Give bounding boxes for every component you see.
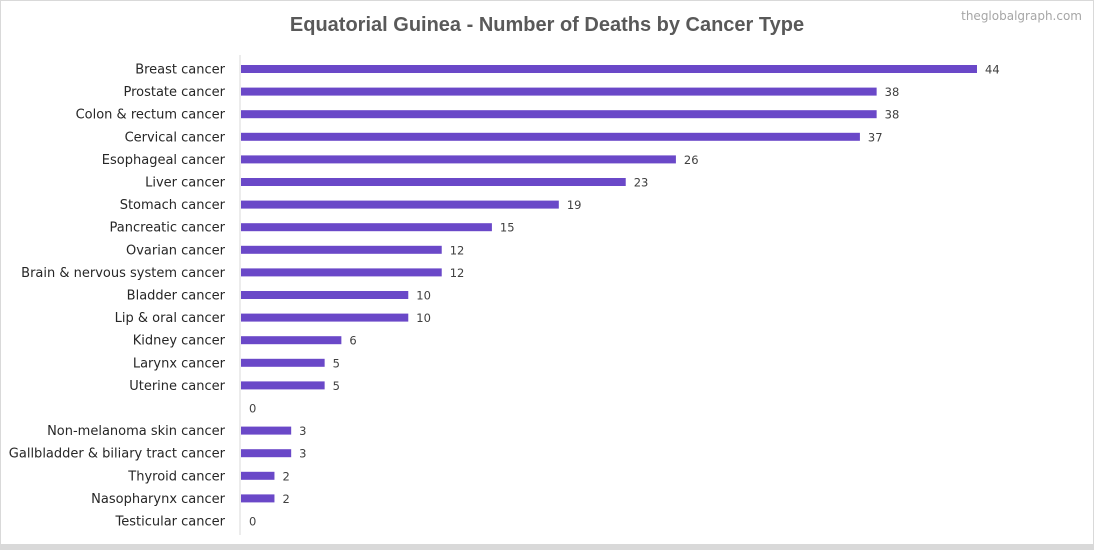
category-label: Nasopharynx cancer (91, 492, 225, 507)
value-label: 6 (349, 334, 356, 348)
bar (241, 200, 559, 209)
category-label: Cervical cancer (125, 130, 226, 145)
value-label: 2 (282, 469, 289, 483)
bar (241, 381, 325, 390)
bar (241, 358, 325, 367)
bar (241, 87, 877, 96)
bar (241, 268, 442, 277)
bar (241, 65, 977, 73)
category-label: Breast cancer (135, 63, 225, 78)
category-label: Colon & rectum cancer (76, 108, 226, 123)
value-label: 3 (299, 447, 306, 461)
value-label: 10 (416, 289, 431, 303)
bars-group (241, 65, 977, 503)
value-label: 44 (985, 63, 1000, 77)
category-label: Brain & nervous system cancer (21, 266, 225, 281)
value-label: 37 (868, 130, 883, 144)
category-label: Liver cancer (145, 176, 226, 191)
category-label: Uterine cancer (129, 379, 225, 394)
value-label: 26 (684, 153, 699, 167)
bar (241, 110, 877, 119)
value-label: 5 (333, 356, 340, 370)
value-label: 38 (885, 108, 900, 122)
bar (241, 313, 409, 322)
bar (241, 494, 275, 503)
value-label: 15 (500, 221, 515, 235)
value-label: 2 (282, 492, 289, 506)
category-label: Testicular cancer (115, 515, 226, 530)
value-label: 0 (249, 402, 256, 416)
category-label: Non-melanoma skin cancer (47, 424, 226, 439)
value-label: 3 (299, 424, 306, 438)
bar (241, 291, 409, 299)
value-label: 12 (450, 266, 465, 280)
bar (241, 155, 676, 164)
bar (241, 471, 275, 480)
category-label: Prostate cancer (123, 85, 225, 100)
value-label: 5 (333, 379, 340, 393)
bar (241, 449, 292, 458)
category-label: Larynx cancer (133, 356, 226, 371)
bar (241, 245, 442, 254)
value-label: 0 (249, 515, 256, 529)
bar (241, 426, 292, 435)
category-label: Bladder cancer (127, 289, 226, 304)
value-label: 19 (567, 198, 582, 212)
category-label: Gallbladder & biliary tract cancer (9, 447, 226, 462)
bar (241, 178, 626, 186)
category-labels: Breast cancer Prostate cancer Colon & rect… (9, 63, 226, 530)
category-label: Thyroid cancer (127, 469, 225, 484)
category-label: Pancreatic cancer (110, 221, 226, 236)
category-label: Ovarian cancer (126, 243, 226, 258)
value-label: 38 (885, 85, 900, 99)
chart-title: Equatorial Guinea - Number of Deaths by … (289, 14, 805, 36)
category-label: Esophageal cancer (102, 153, 226, 168)
category-label: Lip & oral cancer (115, 311, 226, 326)
value-label: 23 (634, 176, 649, 190)
bar (241, 336, 342, 345)
bar (241, 223, 492, 232)
watermark: theglobalgraph.com (961, 9, 1082, 23)
value-label: 10 (416, 311, 431, 325)
category-label: Stomach cancer (120, 198, 226, 213)
category-label: Kidney cancer (133, 334, 226, 349)
bar (241, 132, 860, 141)
value-label: 12 (450, 243, 465, 257)
bottom-border (0, 544, 1094, 550)
